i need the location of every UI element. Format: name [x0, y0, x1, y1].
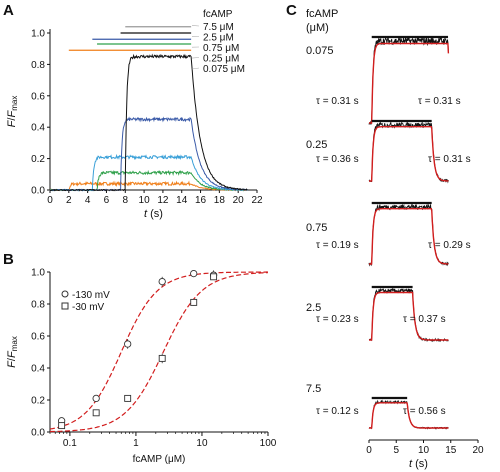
data-point-square [210, 273, 218, 281]
tau-on-label: τ = 0.19 s [316, 240, 359, 251]
x-tick-label: 15 [445, 445, 457, 456]
y-tick-label: 0.4 [31, 123, 45, 134]
header-line2: (μM) [306, 22, 329, 34]
fit-curve [49, 272, 268, 433]
x-tick-label: 20 [233, 195, 245, 206]
trace-line [49, 116, 248, 192]
fit-trace [369, 42, 450, 124]
x-tick-label: 100 [260, 438, 277, 449]
data-point-square [190, 298, 198, 306]
y-tick-label: 1.0 [31, 268, 45, 279]
tau-on-label: τ = 0.31 s [316, 96, 359, 107]
fit-trace [369, 402, 449, 429]
legend-entry: 0.075 μM [203, 64, 245, 75]
panel-label-b: B [3, 251, 14, 268]
x-tick-label: 6 [104, 195, 110, 206]
fit-trace [369, 291, 449, 341]
data-point-square [158, 354, 166, 362]
data-point-square [58, 422, 66, 430]
data-point-square [92, 409, 100, 417]
raw-trace [368, 36, 449, 125]
y-tick-label: 0.2 [31, 396, 45, 407]
tau-off-label: τ = 0.56 s [403, 406, 446, 417]
y-tick-label: 0.6 [31, 91, 45, 102]
legend-leader [191, 67, 200, 70]
chart-a: 0 2 4 6 8 10 12 14 16 18 20 22 0.0 0.2 0.4 0.6 0.8 1.0 t (… [6, 9, 263, 220]
legend-entry: 0.25 μM [203, 54, 239, 65]
x-tick-label: 8 [122, 195, 128, 206]
legend-leader [191, 25, 200, 27]
concentration-label: 0.075 [306, 45, 334, 57]
x-tick-label: 18 [214, 195, 226, 206]
fit-trace [369, 208, 449, 265]
x-tick-label: 0.1 [63, 438, 77, 449]
x-tick-label: 5 [393, 445, 399, 456]
data-point-circle [190, 269, 198, 278]
x-axis-label: t (s) [144, 208, 163, 220]
concentration-label: 0.25 [306, 139, 327, 151]
header-line1: fcAMP [306, 8, 338, 20]
x-tick-label: 22 [251, 195, 263, 206]
panel-label-a: A [3, 2, 14, 19]
y-tick-label: 1.0 [31, 29, 45, 40]
x-tick-label: 14 [176, 195, 188, 206]
tau-off-label: τ = 0.31 s [418, 96, 461, 107]
data-point-circle [158, 277, 166, 286]
trace-line [49, 180, 248, 192]
tau-on-label: τ = 0.36 s [316, 154, 359, 165]
data-point-circle [124, 340, 132, 348]
tau-off-label: τ = 0.29 s [428, 240, 471, 251]
x-axis-label: fcAMP (μM) [133, 454, 186, 465]
concentration-label: 7.5 [306, 383, 321, 395]
data-point-square [124, 394, 132, 402]
y-tick-label: 0.4 [31, 364, 45, 375]
legend-entry: 7.5 μM [203, 22, 234, 33]
x-tick-label: 10 [139, 195, 151, 206]
x-tick-label: 20 [472, 445, 484, 456]
legend-marker-square [61, 302, 69, 310]
tau-off-label: τ = 0.31 s [428, 154, 471, 165]
x-tick-label: 1 [133, 438, 139, 449]
legend-entry: 0.75 μM [203, 43, 239, 54]
x-tick-label: 0 [366, 445, 372, 456]
x-tick-label: 12 [157, 195, 169, 206]
panel-label-c: C [286, 2, 297, 19]
trace-line [49, 53, 248, 192]
y-tick-label: 0.0 [31, 428, 45, 439]
y-axis-label: F/Fmax [6, 336, 19, 368]
x-tick-label: 4 [85, 195, 91, 206]
y-tick-label: 0.0 [31, 186, 45, 197]
tau-on-label: τ = 0.23 s [316, 314, 359, 325]
x-axis-label: t (s) [409, 458, 428, 470]
y-tick-label: 0.8 [31, 60, 45, 71]
y-tick-label: 0.6 [31, 332, 45, 343]
x-tick-label: 10 [196, 438, 208, 449]
chart-b: 0.1 1 10 100 0.0 0.2 0.4 0.6 0.8 1.0 fcAMP (μM) F/F… [6, 268, 277, 466]
y-axis-label: F/Fmax [6, 96, 19, 128]
tau-off-label: τ = 0.37 s [403, 314, 446, 325]
tau-on-label: τ = 0.12 s [316, 406, 359, 417]
legend-title: fcAMP [203, 9, 233, 20]
legend-entry: -30 mV [72, 302, 105, 313]
chart-c: fcAMP (μM) 0.075 τ = 0.31 s τ = 0.31 s 0.25 τ … [306, 8, 484, 470]
concentration-label: 2.5 [306, 302, 321, 314]
legend-marker-circle [61, 290, 69, 298]
x-tick-label: 16 [195, 195, 207, 206]
y-tick-label: 0.2 [31, 154, 45, 165]
legend-entry: -130 mV [72, 290, 110, 301]
legend-entry: 2.5 μM [203, 33, 234, 44]
x-tick-label: 10 [418, 445, 430, 456]
legend-leader [191, 57, 200, 59]
y-tick-label: 0.8 [31, 300, 45, 311]
x-tick-label: 0 [47, 195, 53, 206]
x-tick-label: 2 [66, 195, 72, 206]
concentration-label: 0.75 [306, 222, 327, 234]
fit-curve [49, 271, 268, 430]
fit-trace [369, 126, 449, 182]
data-point-circle [92, 394, 100, 403]
